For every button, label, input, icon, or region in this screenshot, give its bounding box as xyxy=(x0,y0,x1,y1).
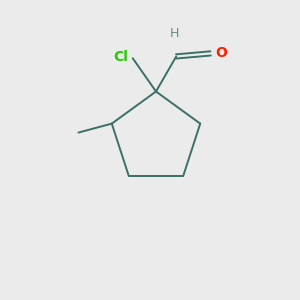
Text: Cl: Cl xyxy=(113,50,128,64)
Text: O: O xyxy=(215,46,227,60)
Text: H: H xyxy=(170,27,179,40)
